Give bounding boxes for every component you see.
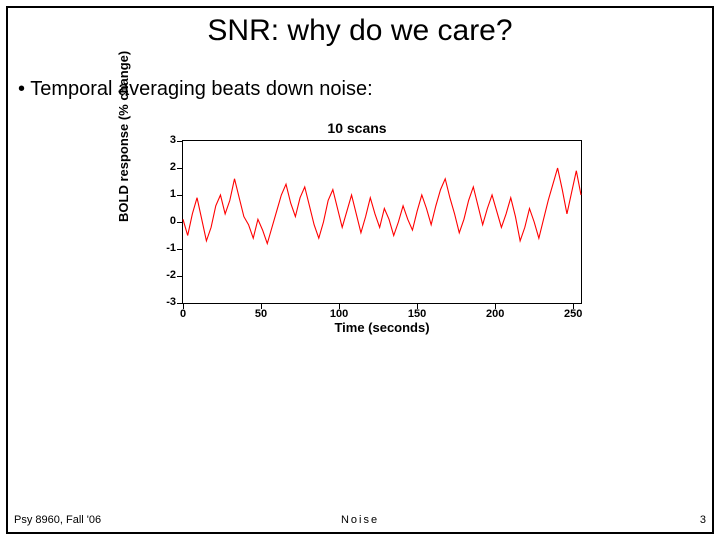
bold-noise-chart: 10 scans BOLD response (% change) Time (…	[122, 120, 592, 350]
footer-right: 3	[700, 514, 706, 526]
y-tick-label: -3	[156, 296, 176, 308]
y-tick-mark	[177, 168, 182, 169]
plot-box	[182, 140, 582, 304]
x-tick-label: 100	[330, 308, 348, 320]
y-tick-label: 1	[156, 188, 176, 200]
x-tick-mark	[183, 304, 184, 309]
y-tick-label: -1	[156, 242, 176, 254]
footer-center: Noise	[0, 514, 720, 526]
noise-line-path	[183, 168, 581, 244]
y-tick-mark	[177, 141, 182, 142]
x-tick-mark	[573, 304, 574, 309]
x-tick-label: 50	[255, 308, 267, 320]
y-tick-label: 0	[156, 215, 176, 227]
x-tick-mark	[261, 304, 262, 309]
y-axis-label: BOLD response (% change)	[116, 51, 131, 222]
x-tick-label: 250	[564, 308, 582, 320]
y-tick-mark	[177, 303, 182, 304]
slide-title: SNR: why do we care?	[0, 14, 720, 48]
y-tick-mark	[177, 222, 182, 223]
bullet-point-1: Temporal averaging beats down noise:	[18, 78, 373, 101]
x-tick-mark	[495, 304, 496, 309]
x-tick-mark	[417, 304, 418, 309]
x-tick-label: 150	[408, 308, 426, 320]
x-axis-label: Time (seconds)	[182, 320, 582, 335]
x-tick-label: 200	[486, 308, 504, 320]
chart-title: 10 scans	[122, 120, 592, 136]
x-tick-label: 0	[180, 308, 186, 320]
noise-trace	[183, 141, 581, 303]
x-tick-mark	[339, 304, 340, 309]
y-tick-label: 3	[156, 134, 176, 146]
y-tick-mark	[177, 276, 182, 277]
y-tick-mark	[177, 249, 182, 250]
y-tick-label: -2	[156, 269, 176, 281]
y-tick-mark	[177, 195, 182, 196]
y-tick-label: 2	[156, 161, 176, 173]
